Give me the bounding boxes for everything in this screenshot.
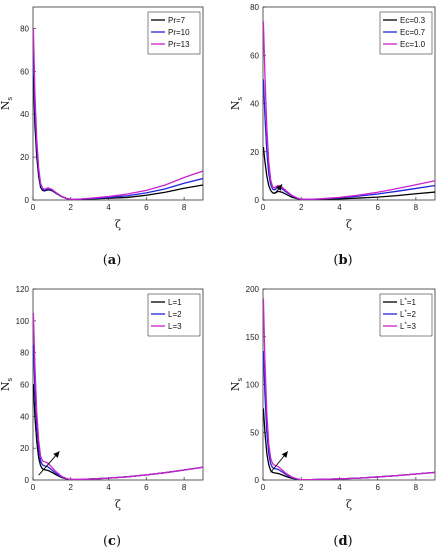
x-tick-label: 2: [69, 483, 74, 492]
x-tick-label: 6: [375, 483, 380, 492]
legend-entry-label: L=3: [168, 322, 182, 331]
series-line-1: [263, 79, 435, 200]
legend-entry-label: L*=2: [400, 310, 416, 319]
legend-box: [147, 11, 201, 55]
legend-entry-label: L=2: [168, 310, 182, 319]
legend-entry-label: L=1: [168, 298, 182, 307]
x-tick-label: 8: [182, 203, 187, 212]
x-tick-label: 6: [144, 483, 149, 492]
x-axis-label: ζ: [346, 218, 352, 231]
y-tick-label: 50: [250, 428, 259, 437]
legend-entry-label: Pr=10: [168, 28, 190, 37]
x-axis-label: ζ: [115, 218, 121, 231]
x-tick-label: 8: [414, 483, 419, 492]
legend-entry-label: Ec=0.7: [400, 28, 426, 37]
y-tick-label: 200: [246, 285, 260, 294]
legend-box: [147, 293, 201, 337]
y-tick-label: 60: [20, 67, 29, 76]
x-tick-label: 0: [31, 203, 36, 212]
y-tick-label: 60: [20, 381, 29, 390]
x-tick-label: 8: [182, 483, 187, 492]
y-tick-label: 100: [16, 317, 30, 326]
series-line-2: [263, 298, 435, 480]
x-tick-label: 0: [261, 483, 266, 492]
y-tick-label: 20: [20, 444, 29, 453]
x-tick-label: 4: [337, 483, 342, 492]
y-tick-label: 40: [250, 100, 259, 109]
y-axis-label: Ns: [229, 377, 244, 391]
legend-entry-label: L*=1: [400, 298, 416, 307]
chart-panel-3: 0 2 4 6 8 0 50 100 150 200 ζ Ns L*=1 L*=2 L*=3 (d): [229, 285, 436, 549]
arrow-head: [281, 451, 288, 458]
legend-entry-label: Ec=1.0: [400, 40, 426, 49]
y-tick-label: 80: [250, 3, 259, 12]
y-tick-label: 80: [20, 24, 29, 33]
y-tick-label: 0: [25, 196, 30, 205]
panel-caption: (b): [333, 253, 352, 268]
y-tick-label: 120: [16, 285, 30, 294]
y-tick-label: 0: [255, 196, 260, 205]
panel-caption: (a): [103, 253, 122, 268]
y-tick-label: 100: [246, 381, 260, 390]
series-line-2: [33, 312, 203, 480]
y-axis-label: Ns: [229, 96, 244, 110]
legend-box: [379, 293, 433, 337]
arrow-head: [53, 451, 60, 458]
legend-box: [379, 11, 433, 55]
legend-entry-label: Ec=0.3: [400, 16, 426, 25]
panel-caption: (d): [333, 534, 352, 549]
y-axis-label: Ns: [0, 96, 14, 110]
x-axis-label: ζ: [346, 498, 352, 511]
y-tick-label: 60: [250, 51, 259, 60]
y-tick-label: 20: [20, 153, 29, 162]
y-tick-label: 80: [20, 349, 29, 358]
y-tick-label: 150: [246, 333, 260, 342]
y-tick-label: 0: [25, 476, 30, 485]
series-line-2: [263, 21, 435, 200]
legend-entry-label: Pr=7: [168, 16, 186, 25]
x-axis-label: ζ: [115, 498, 121, 511]
x-tick-label: 4: [106, 203, 111, 212]
x-tick-label: 0: [31, 483, 36, 492]
y-tick-label: 40: [20, 110, 29, 119]
x-tick-label: 0: [261, 203, 266, 212]
x-tick-label: 8: [414, 203, 419, 212]
x-tick-label: 4: [106, 483, 111, 492]
x-tick-label: 6: [375, 203, 380, 212]
x-tick-label: 2: [299, 483, 304, 492]
legend-entry-label: L*=3: [400, 322, 416, 331]
y-axis-label: Ns: [0, 377, 14, 391]
series-line-0: [263, 146, 435, 200]
y-tick-label: 40: [20, 412, 29, 421]
y-tick-label: 0: [255, 476, 260, 485]
series-line-2: [33, 28, 203, 200]
panel-caption: (c): [103, 534, 121, 549]
x-tick-label: 6: [144, 203, 149, 212]
x-tick-label: 2: [299, 203, 304, 212]
legend-entry-label: Pr=13: [168, 40, 190, 49]
x-tick-label: 4: [337, 203, 342, 212]
x-tick-label: 2: [69, 203, 74, 212]
arrow-head: [276, 184, 283, 191]
y-tick-label: 20: [250, 148, 259, 157]
